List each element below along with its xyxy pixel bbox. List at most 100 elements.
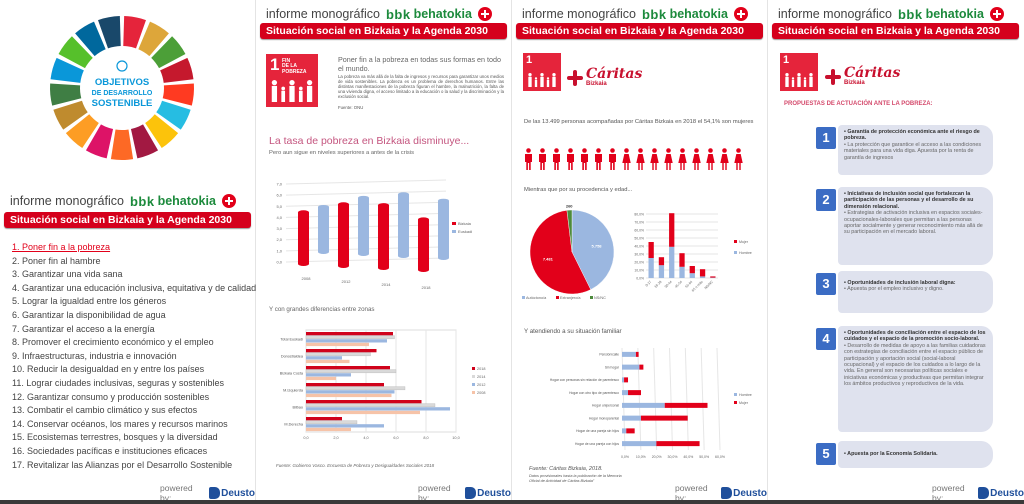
bar-euskadi [438,198,449,260]
y-tick-label: Bizkaia Costa [280,372,304,376]
bar-mujer [658,257,665,266]
x-tick-label: NS/NC [704,279,715,290]
x-tick-label: 40,0% [683,455,693,459]
sdg-list-item[interactable]: 8. Promover el crecimiento económico y e… [12,337,214,348]
woman-icon [650,148,659,170]
sdg-list-item[interactable]: 13. Combatir el cambio climático y sus e… [12,405,198,416]
bar-bizkaia [378,203,389,270]
family-icon [528,73,556,87]
x-tick-label: 0,0% [621,455,629,459]
gridline [285,179,447,185]
y-tick-label: Sin hogar [605,365,620,369]
sdg-list-item[interactable]: 11. Lograr ciudades inclusivas, seguras … [12,377,224,388]
chart-headline: La tasa de pobreza en Bizkaia disminuye.… [269,135,470,147]
bar-2018 [306,400,422,404]
gridline [669,347,673,451]
zones-source: Fuente: Gobierno Vasco. Encuesta de Pobr… [276,463,435,468]
bar-2014 [305,403,436,408]
proposal-number: 2 [816,189,836,211]
bar-bizkaia [418,217,429,272]
person-icon [271,80,278,86]
person-body [809,76,813,87]
bar-euskadi [318,204,329,254]
family-icon [271,80,313,102]
person-icon [803,77,807,80]
legend-swatch [734,401,737,404]
proposal-heading: • Oportunidades de conciliación entre el… [844,330,986,343]
proposal-number: 5 [816,443,836,465]
sdg-list-item[interactable]: 2. Poner fin al hambre [12,255,101,266]
bar-bizkaia [298,210,309,266]
sdg-wheel-segment-10 [85,124,114,159]
wheel-title-1: OBJETIVOS [95,77,149,88]
legend-swatch [452,230,456,233]
bar-2008 [306,342,369,347]
bar-2018 [306,366,390,370]
x-tick-label: 20,0% [652,455,662,459]
bar-2008 [306,376,336,381]
origin-pie-chart: 5.758 7.481 260 Autóctono/a Extranjero/a NS/N… [522,204,615,300]
sdg1-tile: 1 [523,53,561,91]
y-tick-label: 50,0% [634,236,644,240]
bar-2012 [306,356,342,360]
sdg-list-item[interactable]: 17. Revitalizar las Alianzas por el Desa… [12,459,233,470]
wheel-title-3: SOSTENIBLE [92,98,153,109]
man-icon [525,148,532,170]
proposal-heading: • Iniciativas de inclusión social que fo… [844,191,974,210]
bar-hombre [622,351,636,357]
family-title: Y atendiendo a su situación familiar [524,328,622,335]
bar-hombre [622,377,625,383]
proposals-title: PROPUESTAS DE ACTUACIÓN ANTE LA POBREZA: [784,101,933,107]
bar-2018 [306,349,377,353]
legend-swatch [472,391,475,394]
sdg-list-item[interactable]: 6. Garantizar la disponibilidad de agua [12,309,166,320]
sdg-list-item[interactable]: 12. Garantizar consumo y producción sost… [12,391,210,402]
sdg-list-item[interactable]: 7. Garantizar el acceso a la energía [12,323,155,334]
sdg-list-item[interactable]: 1. Poner fin a la pobreza [12,242,111,252]
sdg-list-item[interactable]: 9. Infraestructuras, industria e innovac… [12,350,177,361]
powered-by-label: powered by: [675,483,708,503]
powered-by: powered by: Deusto [160,483,255,503]
sdg-list-item[interactable]: 3. Garantizar una vida sana [12,269,123,280]
person-icon [785,73,789,77]
person-icon [281,86,286,91]
proposal-number: 1 [816,127,836,149]
x-tick-label: 6,0 [393,436,398,440]
sdg1-number: 1 [270,55,280,74]
gender-figures [524,148,743,170]
bar-hombre [658,265,665,278]
y-tick-label: 4,0 [276,215,282,220]
sdg-list-item[interactable]: 5. Lograr la igualdad entre los géneros [12,296,167,307]
person-icon [534,77,538,80]
caritas-cross-icon [567,69,583,86]
bar-2018 [306,383,384,387]
y-tick-label: 2,0 [276,237,282,242]
sdg-list-item[interactable]: 4. Garantizar una educación inclusiva, e… [12,282,257,293]
proposal-box: • Oportunidades de conciliación entre el… [838,326,993,432]
legend-label: 2018 [477,367,485,371]
gridline [637,347,642,451]
report-banner: Situación social en Bizkaia y la Agenda … [4,212,251,228]
sdg-list-item[interactable]: 16. Sociedades pacíficas e instituciones… [12,445,208,456]
plus-icon [989,7,1004,21]
pie-value-label: 260 [566,204,573,209]
bar-2012 [306,339,387,343]
powered-by: powered by: Deusto [418,483,511,503]
bar-mujer [626,428,635,434]
sdg-list-item[interactable]: 14. Conservar océanos, los mares y recur… [12,418,228,429]
y-tick-label: 0,0 [276,260,282,265]
legend-swatch [452,222,456,225]
legend-label: NS/NC [594,296,606,300]
man-icon [595,148,602,170]
y-tick-label: 40,0% [634,244,644,248]
x-tick-label: 0-17 [645,280,653,288]
gridline [285,190,447,196]
sdg-wheel-segment-9 [110,129,134,160]
powered-by: powered by: Deusto [932,483,1024,503]
person-icon [809,73,813,77]
bar-mujer [664,402,708,408]
y-tick-label: Donostialdea [281,355,304,359]
sdg-list-item[interactable]: 10. Reducir la desigualdad en y entre lo… [12,364,205,375]
x-tick-label: 65 o más [691,280,704,293]
sdg-list-item[interactable]: 15. Ecosistemas terrestres, bosques y la… [12,432,218,443]
